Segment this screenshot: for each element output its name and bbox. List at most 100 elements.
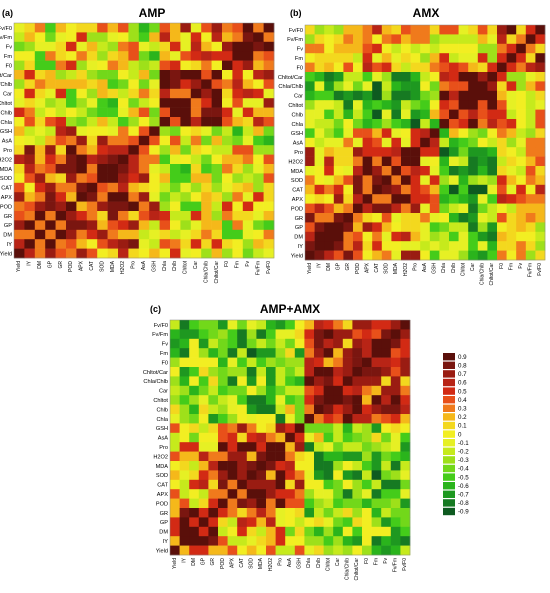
heatmap-cell bbox=[468, 222, 479, 233]
heatmap-cell bbox=[535, 72, 546, 82]
heatmap-cell bbox=[371, 404, 382, 415]
heatmap-cell bbox=[333, 508, 344, 518]
heatmap-cell bbox=[333, 395, 344, 405]
heatmap-cell bbox=[24, 211, 36, 221]
heatmap-cell bbox=[107, 220, 119, 231]
heatmap-cell bbox=[253, 70, 264, 80]
heatmap-cell bbox=[14, 182, 25, 193]
heatmap-cell bbox=[266, 414, 276, 424]
heatmap-cell bbox=[391, 166, 402, 176]
heatmap-cell bbox=[189, 395, 200, 405]
heatmap-cell bbox=[458, 156, 469, 167]
heatmap-cell bbox=[323, 348, 334, 358]
heatmap-cell bbox=[342, 526, 353, 537]
heatmap-cell bbox=[14, 248, 25, 259]
heatmap-cell bbox=[429, 222, 440, 233]
heatmap-cell bbox=[390, 423, 401, 434]
heatmap-cell bbox=[401, 156, 411, 167]
heatmap-cell bbox=[506, 147, 517, 157]
heatmap-cell bbox=[305, 241, 315, 251]
heatmap-cell bbox=[227, 385, 238, 396]
heatmap-cell bbox=[324, 203, 335, 214]
row-label: Yield bbox=[156, 548, 168, 554]
heatmap-cell bbox=[353, 156, 363, 167]
heatmap-cell bbox=[535, 100, 546, 110]
heatmap-cell bbox=[86, 32, 98, 43]
heatmap-cell bbox=[381, 404, 392, 415]
legend-label: 0.6 bbox=[458, 380, 467, 387]
heatmap-cell bbox=[410, 34, 421, 45]
heatmap-cell bbox=[159, 88, 171, 99]
heatmap-cell bbox=[343, 53, 354, 63]
heatmap-cell bbox=[170, 107, 181, 118]
heatmap-cell bbox=[371, 357, 382, 368]
heatmap-cell bbox=[138, 164, 150, 174]
heatmap-cell bbox=[180, 117, 192, 127]
heatmap-cell bbox=[314, 470, 324, 481]
row-label: DM bbox=[294, 235, 303, 241]
col-label: GR bbox=[210, 558, 216, 566]
heatmap-cell bbox=[237, 385, 248, 396]
row-label: MDA bbox=[156, 464, 169, 470]
heatmap-cell bbox=[362, 109, 373, 120]
heatmap-cell bbox=[76, 51, 88, 61]
heatmap-cell bbox=[314, 367, 324, 377]
heatmap-cell bbox=[128, 248, 140, 259]
heatmap-cell bbox=[263, 70, 275, 80]
heatmap-cell bbox=[237, 545, 248, 556]
heatmap-cell bbox=[285, 451, 296, 462]
heatmap-cell bbox=[381, 166, 392, 176]
heatmap-cell bbox=[275, 442, 286, 452]
heatmap-cell bbox=[516, 25, 527, 35]
heatmap-cell bbox=[323, 329, 334, 340]
heatmap-cell bbox=[45, 107, 56, 118]
heatmap-cell bbox=[516, 53, 527, 63]
heatmap-cell bbox=[24, 126, 36, 137]
heatmap-cell bbox=[66, 201, 77, 212]
heatmap-cell bbox=[323, 526, 334, 537]
heatmap-cell bbox=[24, 192, 36, 202]
heatmap-cell bbox=[201, 98, 212, 108]
heatmap-cell bbox=[55, 70, 67, 80]
heatmap-cell bbox=[333, 213, 344, 223]
heatmap-cell bbox=[439, 90, 450, 101]
heatmap-cell bbox=[285, 489, 296, 499]
heatmap-cell bbox=[304, 442, 315, 452]
heatmap-cell bbox=[97, 70, 108, 80]
row-label: POD bbox=[291, 206, 303, 212]
heatmap-cell bbox=[390, 404, 401, 415]
heatmap-cell bbox=[218, 385, 228, 396]
heatmap-cell bbox=[179, 470, 190, 481]
heatmap-cell bbox=[55, 239, 67, 249]
heatmap-cell bbox=[227, 536, 238, 546]
heatmap-cell bbox=[222, 41, 233, 52]
heatmap-cell bbox=[323, 508, 334, 518]
heatmap-cell bbox=[497, 62, 507, 73]
heatmap-cell bbox=[285, 348, 296, 358]
heatmap-cell bbox=[497, 119, 507, 129]
heatmap-cell bbox=[180, 182, 192, 193]
heatmap-cell bbox=[487, 241, 498, 251]
heatmap-cell bbox=[201, 23, 212, 33]
heatmap-cell bbox=[189, 385, 200, 396]
heatmap-cell bbox=[525, 81, 536, 92]
heatmap-cell bbox=[371, 470, 382, 481]
heatmap-cell bbox=[208, 423, 219, 434]
heatmap-cell bbox=[314, 147, 325, 157]
heatmap-cell bbox=[263, 248, 275, 259]
col-label: Chltot bbox=[460, 262, 466, 276]
heatmap-cell bbox=[34, 164, 46, 174]
heatmap-cell bbox=[372, 53, 383, 63]
heatmap-cell bbox=[14, 173, 25, 184]
heatmap-cell bbox=[353, 100, 363, 110]
col-label: DM bbox=[191, 558, 197, 566]
row-label: Car bbox=[3, 92, 12, 98]
heatmap-cell bbox=[304, 470, 315, 481]
heatmap-cell bbox=[525, 62, 536, 73]
heatmap-cell bbox=[242, 173, 254, 184]
heatmap-cell bbox=[97, 182, 108, 193]
heatmap-cell bbox=[97, 79, 108, 90]
heatmap-cell bbox=[381, 423, 392, 434]
heatmap-cell bbox=[170, 248, 181, 259]
heatmap-cell bbox=[362, 348, 372, 358]
